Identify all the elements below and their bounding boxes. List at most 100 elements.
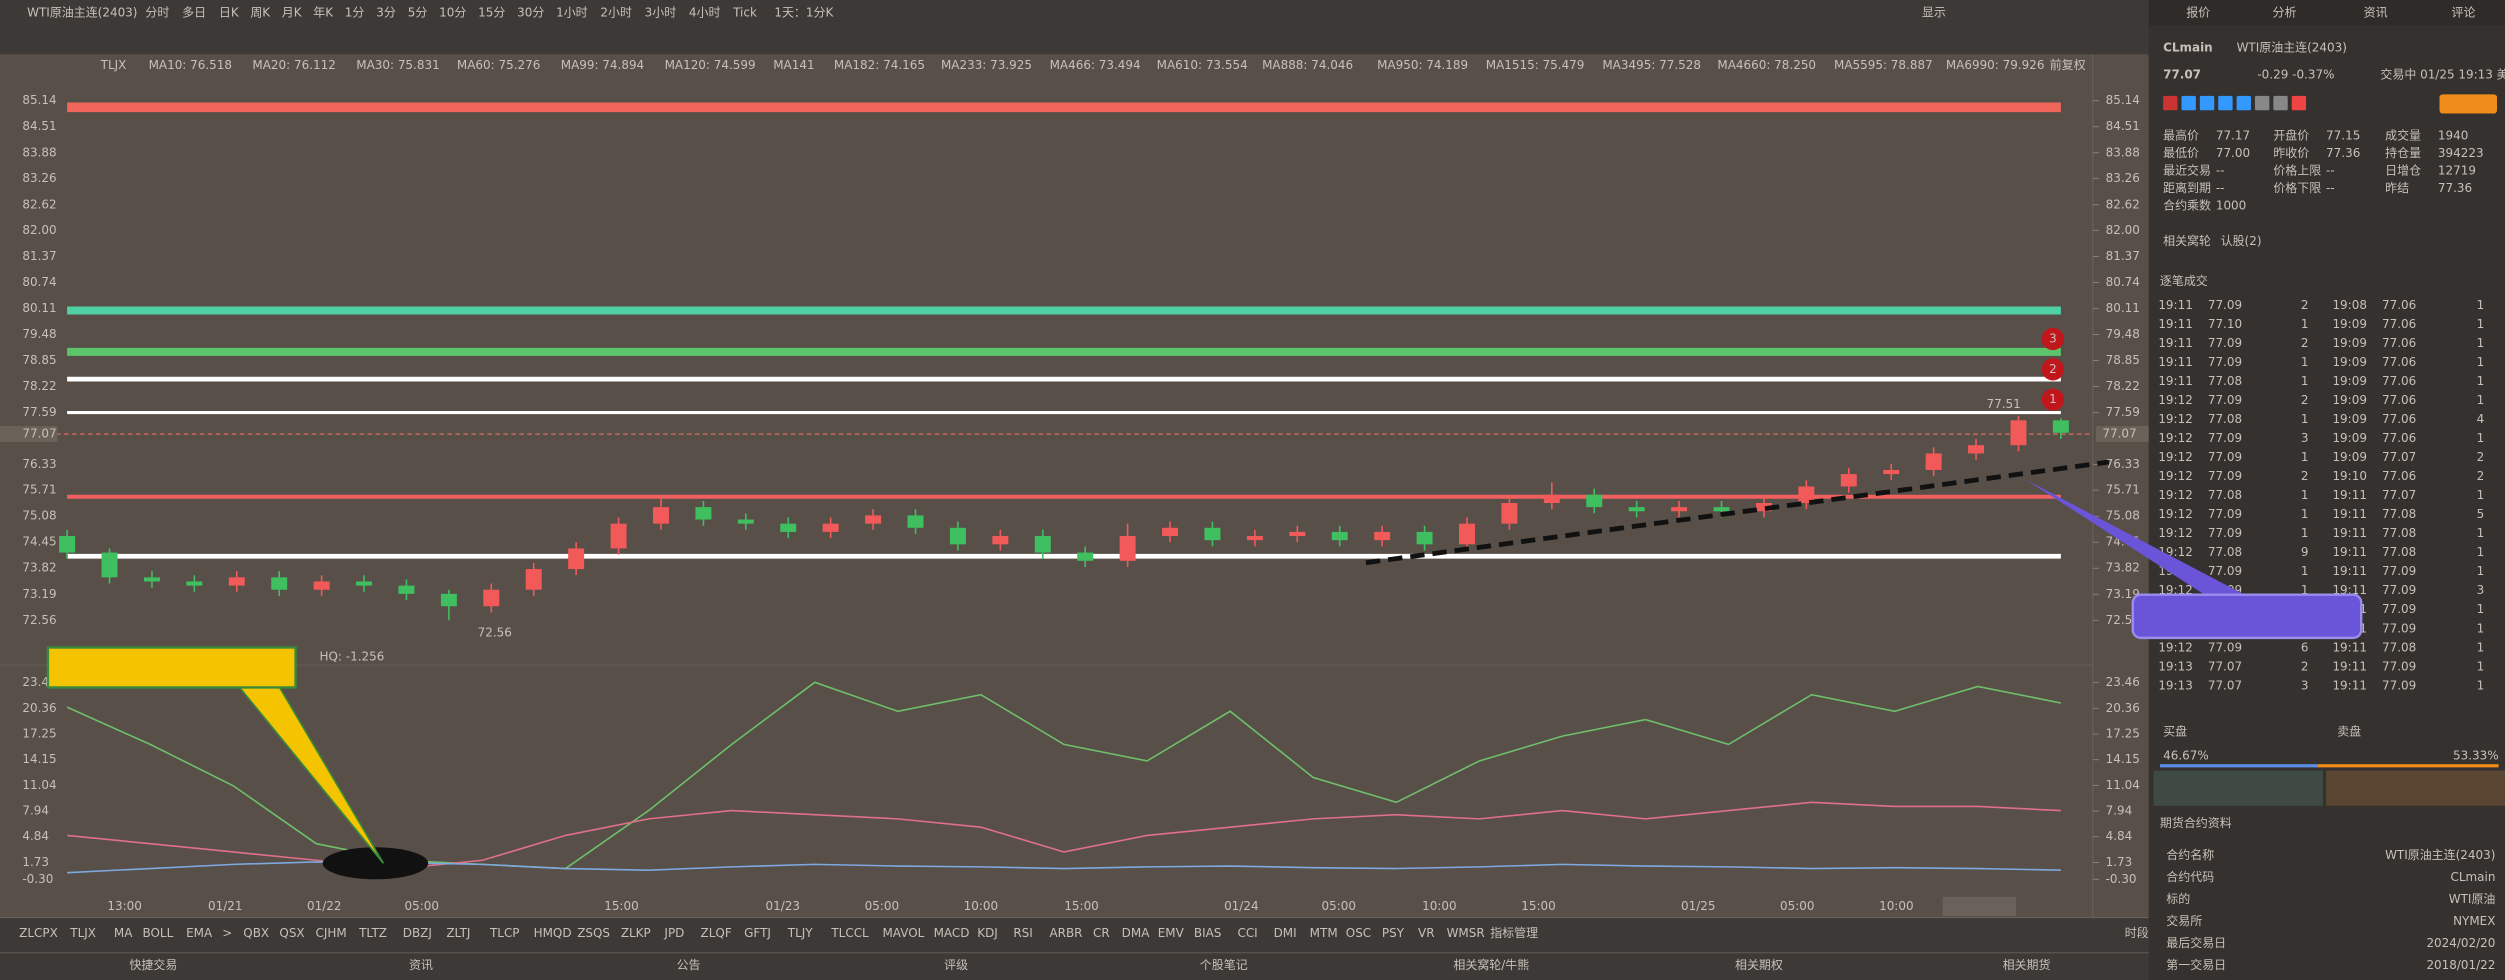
period-tab[interactable]: 1天：1分K <box>774 5 834 19</box>
indicator-tab[interactable]: RSI <box>1013 926 1032 940</box>
indicator-tab[interactable]: ZLTJ <box>446 926 470 940</box>
indicator-tab[interactable]: ZLKP <box>621 926 651 940</box>
display-menu[interactable]: 显示 <box>1922 5 1946 19</box>
quote-value: -- <box>2326 181 2335 195</box>
y-tick-label: 76.33 <box>22 457 56 471</box>
footer-tab[interactable]: 快捷交易 <box>129 957 177 972</box>
trade-time: 19:11 <box>2158 298 2192 312</box>
indicator-tab[interactable]: ZLCPX <box>19 926 58 940</box>
trade-price: 77.09 <box>2208 507 2242 521</box>
trade-time: 19:11 <box>2158 317 2192 331</box>
trade-volume: 2 <box>2301 659 2309 673</box>
indicator-tab[interactable]: QSX <box>279 926 304 940</box>
period-tab[interactable]: 15分 <box>478 5 505 19</box>
period-tab[interactable]: 1分 <box>345 5 365 19</box>
footer-tab[interactable]: 相关窝轮/牛熊 <box>1453 957 1529 972</box>
y-tick-label: 82.62 <box>22 197 56 211</box>
indicator-tab[interactable]: > <box>222 926 232 940</box>
footer-tab[interactable]: 公告 <box>677 958 701 972</box>
period-tab[interactable]: 2小时 <box>600 5 632 19</box>
period-tab[interactable]: 30分 <box>517 5 544 19</box>
trade-price: 77.09 <box>2208 526 2242 540</box>
indicator-tab[interactable]: CJHM <box>316 926 347 940</box>
footer-tab[interactable]: 相关期货 <box>2003 957 2051 972</box>
indicator-tab[interactable]: MTM <box>1310 926 1338 940</box>
footer-tab[interactable]: 评级 <box>944 958 968 972</box>
y-tick-label: 78.85 <box>22 353 56 367</box>
period-tab[interactable]: 年K <box>313 5 334 19</box>
period-tab[interactable]: 多日 <box>182 5 206 19</box>
indicator-tab[interactable]: BIAS <box>1194 926 1222 940</box>
panel-tab[interactable]: 评论 <box>2451 5 2475 19</box>
x-tick-label: 10:00 <box>964 899 998 913</box>
indicator-tab[interactable]: JPD <box>663 926 684 940</box>
quick-trade-btn[interactable] <box>2439 94 2498 114</box>
indicator-tab[interactable]: CR <box>1093 926 1110 940</box>
indicator-tab[interactable]: TLJX <box>69 926 96 940</box>
period-tab[interactable]: 3小时 <box>645 5 677 19</box>
indicator-tab[interactable]: TLTZ <box>358 926 387 940</box>
adjust-mode[interactable]: 前复权 <box>2050 57 2086 72</box>
footer-tab[interactable]: 资讯 <box>409 958 433 972</box>
y-tick-label: 23.46 <box>2106 675 2140 689</box>
indicator-tab[interactable]: OSC <box>1346 926 1371 940</box>
candle-body <box>1501 502 1518 524</box>
indicator-tab[interactable]: TLCCL <box>830 926 869 940</box>
info-value: 2024/02/20 <box>2426 936 2495 950</box>
indicator-tab[interactable]: ARBR <box>1049 926 1082 940</box>
panel-tab[interactable]: 分析 <box>2273 5 2297 19</box>
candle-body <box>1077 552 1094 561</box>
trade-price: 77.09 <box>2382 621 2416 635</box>
period-tab[interactable]: 10分 <box>439 5 466 19</box>
period-tab[interactable]: 周K <box>250 5 271 19</box>
candle-body <box>653 507 669 524</box>
warrants-link[interactable]: 认股(2) <box>2221 234 2262 248</box>
indicator-tab[interactable]: GFTJ <box>744 926 771 940</box>
indicator-tab[interactable]: BOLL <box>143 926 174 940</box>
period-tab[interactable]: 月K <box>282 5 303 19</box>
indicator-tab[interactable]: ZSQS <box>577 926 610 940</box>
period-tab[interactable]: 分时 <box>145 5 169 19</box>
indicator-tab[interactable]: 指标管理 <box>1490 925 1538 940</box>
indicator-tab[interactable]: TLJY <box>787 926 813 940</box>
trade-volume: 1 <box>2301 526 2309 540</box>
y-tick-label: 76.33 <box>2106 457 2140 471</box>
indicator-tab[interactable]: MA <box>114 926 133 940</box>
indicator-tab[interactable]: DMA <box>1122 926 1151 940</box>
indicator-tab[interactable]: TLCP <box>489 926 520 940</box>
indicator-tab[interactable]: MACD <box>934 926 970 940</box>
y-tick-label: 84.51 <box>22 119 56 133</box>
indicator-tab[interactable]: MAVOL <box>883 926 925 940</box>
info-value: CLmain <box>2450 870 2495 884</box>
indicator-tab[interactable]: CCI <box>1237 926 1257 940</box>
indicator-tab[interactable]: WMSR <box>1447 926 1485 940</box>
panel-tab[interactable]: 资讯 <box>2364 5 2388 19</box>
related-label: 相关窝轮 <box>2163 233 2211 248</box>
indicator-tab[interactable]: ZLQF <box>701 926 732 940</box>
indicator-tab[interactable]: QBX <box>243 926 269 940</box>
indicator-tab[interactable]: DBZJ <box>403 926 432 940</box>
period-tab[interactable]: 3分 <box>376 5 396 19</box>
indicator-tab[interactable]: VR <box>1418 926 1435 940</box>
trade-price: 77.09 <box>2208 564 2242 578</box>
period-tab[interactable]: 1小时 <box>556 5 588 19</box>
footer-tab[interactable]: 相关期权 <box>1735 958 1783 972</box>
candle-body <box>1458 523 1475 545</box>
indicator-tab[interactable]: PSY <box>1382 926 1405 940</box>
panel-tab[interactable]: 报价 <box>2186 4 2210 19</box>
trade-time: 19:12 <box>2158 431 2192 445</box>
period-tab[interactable]: 4小时 <box>689 5 721 19</box>
period-tab[interactable]: 日K <box>219 5 240 19</box>
period-tab[interactable]: Tick <box>732 5 757 19</box>
indicator-tab[interactable]: KDJ <box>977 926 998 940</box>
period-tab[interactable]: 5分 <box>408 5 428 19</box>
quote-value: 77.15 <box>2326 128 2360 142</box>
indicator-tab[interactable]: DMI <box>1274 926 1297 940</box>
indicator-tab[interactable]: EMV <box>1158 926 1185 940</box>
indicator-tab[interactable]: EMA <box>186 926 213 940</box>
footer-tab[interactable]: 个股笔记 <box>1200 957 1248 972</box>
indicator-tab[interactable]: HMQD <box>534 926 572 940</box>
session-tab[interactable]: 时段 <box>2125 925 2149 940</box>
y-tick-label: 85.14 <box>22 93 56 107</box>
quote-label: 持仓量 <box>2385 145 2421 160</box>
